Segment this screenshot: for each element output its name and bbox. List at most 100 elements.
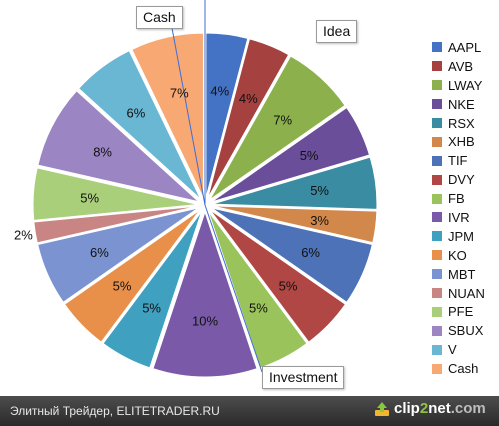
data-label-rsx: 5% xyxy=(310,183,329,198)
legend-swatch xyxy=(432,174,442,185)
legend-item-xhb: XHB xyxy=(432,132,485,151)
pie-slice-jpm xyxy=(102,210,203,369)
pie-slice-sbux xyxy=(37,90,201,203)
legend-item-sbux: SBUX xyxy=(432,321,485,340)
data-label-jpm: 5% xyxy=(142,300,161,315)
pie-slice-ko xyxy=(63,209,201,343)
legend-item-mbt: MBT xyxy=(432,265,485,284)
legend-swatch xyxy=(432,344,442,355)
footer-caption: Элитный Трейдер, ELITETRADER.RU xyxy=(10,404,220,418)
legend-label: FB xyxy=(448,191,465,207)
upload-arrow-icon xyxy=(375,401,389,416)
pie-slice-lway xyxy=(209,55,346,201)
legend-item-tif: TIF xyxy=(432,151,485,170)
data-label-xhb: 3% xyxy=(310,213,329,228)
legend-swatch xyxy=(432,231,442,242)
legend-item-rsx: RSX xyxy=(432,114,485,133)
data-label-aapl: 4% xyxy=(210,83,229,98)
callout-cash: Cash xyxy=(136,6,183,29)
data-label-v: 6% xyxy=(127,105,146,120)
legend-item-ivr: IVR xyxy=(432,208,485,227)
legend-swatch xyxy=(432,325,442,336)
legend-item-jpm: JPM xyxy=(432,227,485,246)
data-label-nke: 5% xyxy=(300,148,319,163)
data-label-mbt: 6% xyxy=(90,245,109,260)
legend-swatch xyxy=(432,269,442,280)
legend-swatch xyxy=(432,363,442,374)
legend-label: MBT xyxy=(448,266,476,282)
legend-item-nuan: NUAN xyxy=(432,284,485,303)
legend-item-cash: Cash xyxy=(432,359,485,378)
legend-swatch xyxy=(432,118,442,128)
pie-slice-xhb xyxy=(211,205,378,244)
logo-text: clip2net.com xyxy=(394,400,486,417)
pie-chart-svg: 4% 4% 7% 5% 5% 3% 6% 5% 5% 10% 5% 5% 6% 2% 5% 8% 6% 7% xyxy=(14,0,378,378)
chart-legend: AAPL AVB LWAY NKE RSX XHB TIF DVY FB IVR JPM KO MBT N… xyxy=(432,38,485,378)
legend-label: DVY xyxy=(448,172,475,188)
data-label-pfe: 5% xyxy=(80,191,99,206)
pie-slice-ivr xyxy=(152,210,258,378)
data-label-lway: 7% xyxy=(273,113,292,128)
data-label-cash: 7% xyxy=(170,85,189,100)
data-label-avb: 4% xyxy=(239,91,258,106)
legend-label: XHB xyxy=(448,134,475,150)
legend-item-fb: FB xyxy=(432,189,485,208)
data-label-dvy: 5% xyxy=(279,278,298,293)
legend-swatch xyxy=(432,250,442,261)
pie-slice-mbt xyxy=(37,207,199,303)
legend-swatch xyxy=(432,193,442,204)
legend-swatch xyxy=(432,80,442,91)
leader-line-investment xyxy=(204,204,263,373)
pie-slice-dvy xyxy=(209,209,347,343)
legend-swatch xyxy=(432,212,442,223)
legend-item-aapl: AAPL xyxy=(432,38,485,57)
leader-line-cash xyxy=(171,27,206,206)
pie-slice-nuan xyxy=(33,205,199,244)
legend-swatch xyxy=(432,61,442,72)
pie-slice-avb xyxy=(207,38,290,199)
legend-label: KO xyxy=(448,247,467,263)
legend-label: NKE xyxy=(448,96,475,112)
pie-slice-pfe xyxy=(32,167,199,221)
legend-item-v: V xyxy=(432,340,485,359)
pie-chart: 4% 4% 7% 5% 5% 3% 6% 5% 5% 10% 5% 5% 6% 2% 5% 8% 6% 7% Ca… xyxy=(14,0,485,389)
data-label-ko: 5% xyxy=(113,278,132,293)
legend-item-nke: NKE xyxy=(432,95,485,114)
legend-label: LWAY xyxy=(448,77,483,93)
data-label-ivr: 10% xyxy=(192,314,218,329)
legend-label: AAPL xyxy=(448,39,482,55)
legend-item-pfe: PFE xyxy=(432,302,485,321)
clip2net-logo[interactable]: clip2net.com xyxy=(374,400,486,417)
legend-item-lway: LWAY xyxy=(432,76,485,95)
legend-label: V xyxy=(448,342,457,358)
data-label-fb: 5% xyxy=(249,300,268,315)
footer-bar: Элитный Трейдер, ELITETRADER.RU clip2net… xyxy=(0,396,499,426)
legend-swatch xyxy=(432,155,442,166)
legend-swatch xyxy=(432,42,442,53)
legend-label: TIF xyxy=(448,153,468,169)
legend-item-dvy: DVY xyxy=(432,170,485,189)
pie-slice-rsx xyxy=(211,156,378,210)
data-label-nuan: 2% xyxy=(14,227,33,242)
legend-swatch xyxy=(432,136,442,147)
legend-swatch xyxy=(432,99,442,110)
legend-swatch xyxy=(432,306,442,317)
legend-label: IVR xyxy=(448,209,470,225)
legend-item-avb: AVB xyxy=(432,57,485,76)
legend-label: SBUX xyxy=(448,323,484,339)
legend-label: JPM xyxy=(448,228,474,244)
callout-idea: Idea xyxy=(316,20,358,43)
legend-label: RSX xyxy=(448,115,475,131)
pie-slice-tif xyxy=(211,207,373,303)
pie-slice-nke xyxy=(211,106,371,203)
legend-item-ko: KO xyxy=(432,246,485,265)
data-label-tif: 6% xyxy=(301,245,320,260)
callout-investment: Investment xyxy=(262,366,345,389)
legend-label: PFE xyxy=(448,304,474,320)
legend-swatch xyxy=(432,288,442,299)
pie-slice-v xyxy=(77,50,202,200)
legend-label: NUAN xyxy=(448,285,485,301)
legend-label: Cash xyxy=(448,361,479,377)
data-label-sbux: 8% xyxy=(93,145,112,160)
legend-label: AVB xyxy=(448,58,474,74)
